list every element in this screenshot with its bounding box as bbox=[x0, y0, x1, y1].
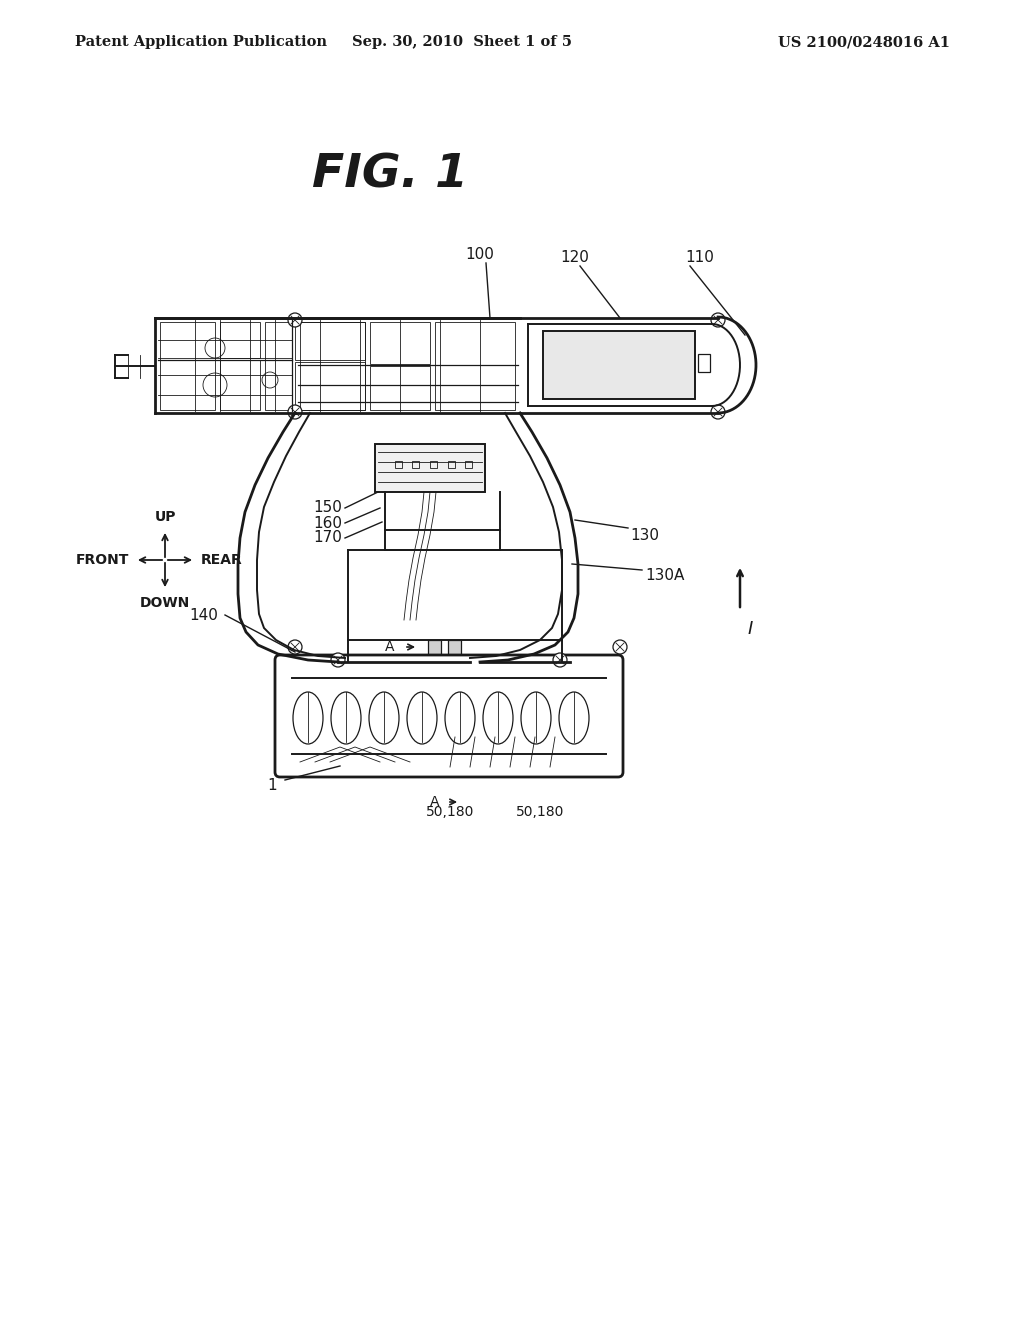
Text: 160: 160 bbox=[313, 516, 342, 531]
Bar bbox=[698, 354, 710, 372]
Bar bbox=[295, 362, 365, 411]
FancyBboxPatch shape bbox=[275, 655, 623, 777]
Bar bbox=[449, 640, 461, 663]
Circle shape bbox=[711, 313, 725, 327]
Circle shape bbox=[613, 640, 627, 653]
Text: A: A bbox=[385, 640, 394, 653]
Text: 130A: 130A bbox=[645, 568, 684, 582]
Text: 1: 1 bbox=[267, 777, 276, 792]
Text: 100: 100 bbox=[466, 247, 495, 261]
Circle shape bbox=[288, 313, 302, 327]
Text: REAR: REAR bbox=[201, 553, 243, 568]
Circle shape bbox=[331, 653, 345, 667]
Bar bbox=[430, 461, 437, 469]
Bar bbox=[160, 322, 215, 411]
Bar bbox=[300, 322, 365, 411]
Bar bbox=[220, 360, 260, 411]
Text: A: A bbox=[430, 795, 439, 809]
Bar bbox=[370, 366, 430, 411]
Text: FRONT: FRONT bbox=[76, 553, 129, 568]
Text: UP: UP bbox=[155, 510, 176, 524]
Text: 50,180: 50,180 bbox=[426, 805, 474, 818]
Text: I: I bbox=[748, 620, 754, 638]
Text: DOWN: DOWN bbox=[140, 597, 190, 610]
Text: FIG. 1: FIG. 1 bbox=[312, 153, 468, 198]
Text: 130: 130 bbox=[630, 528, 659, 543]
Text: 120: 120 bbox=[560, 249, 590, 265]
Bar bbox=[295, 322, 365, 360]
Text: 50,180: 50,180 bbox=[516, 805, 564, 818]
Text: 170: 170 bbox=[313, 531, 342, 545]
Bar bbox=[412, 461, 419, 469]
Bar bbox=[220, 322, 260, 358]
Circle shape bbox=[711, 405, 725, 418]
Text: Sep. 30, 2010  Sheet 1 of 5: Sep. 30, 2010 Sheet 1 of 5 bbox=[352, 36, 572, 49]
Text: 110: 110 bbox=[685, 249, 714, 265]
Bar bbox=[435, 322, 515, 411]
Bar bbox=[543, 331, 695, 399]
Bar bbox=[265, 322, 292, 411]
Text: US 2100/0248016 A1: US 2100/0248016 A1 bbox=[778, 36, 950, 49]
Bar bbox=[428, 640, 441, 663]
Text: 150: 150 bbox=[313, 500, 342, 516]
Bar bbox=[395, 461, 402, 469]
Circle shape bbox=[553, 653, 567, 667]
Text: 140: 140 bbox=[189, 607, 218, 623]
Bar bbox=[375, 444, 485, 492]
Bar bbox=[449, 461, 455, 469]
Circle shape bbox=[288, 405, 302, 418]
Text: Patent Application Publication: Patent Application Publication bbox=[75, 36, 327, 49]
Bar bbox=[465, 461, 472, 469]
Circle shape bbox=[288, 640, 302, 653]
Bar bbox=[370, 322, 430, 364]
